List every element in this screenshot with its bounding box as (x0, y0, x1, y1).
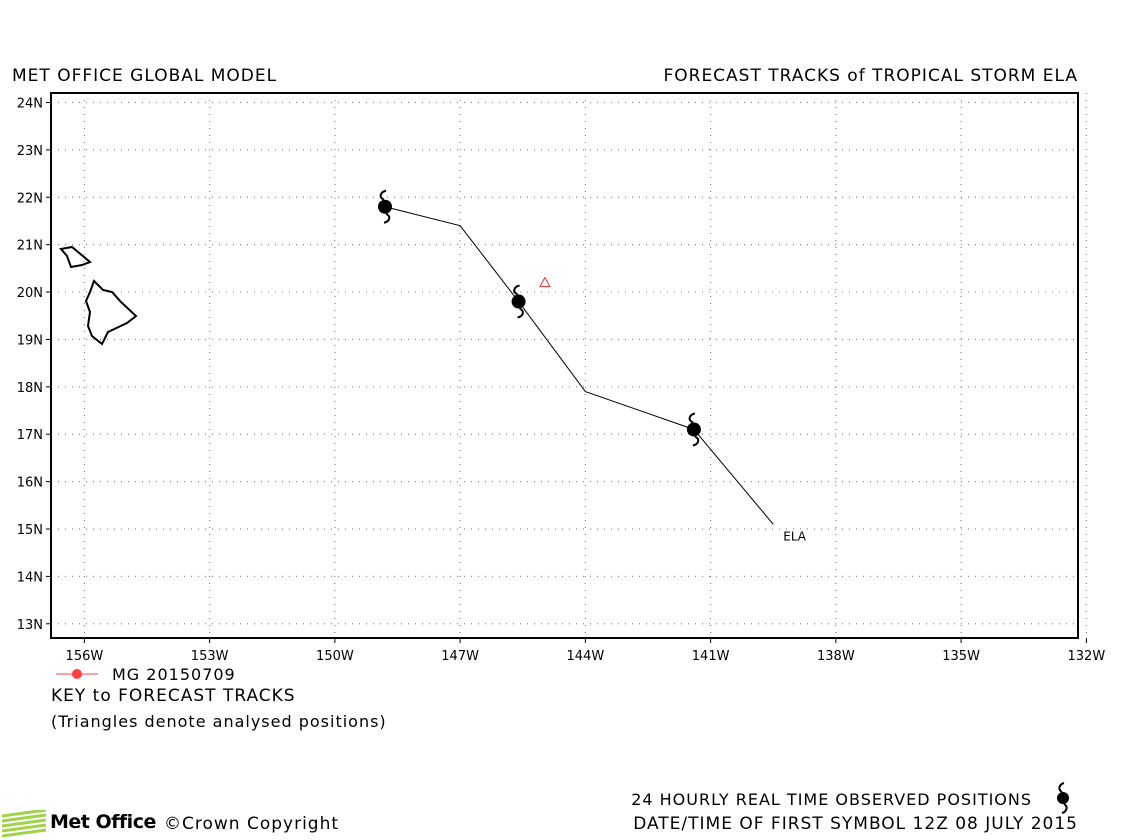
analysed-position-triangle (539, 276, 551, 288)
legend-line-sample (56, 669, 98, 679)
y-tick-label: 13N (17, 618, 43, 633)
legend-note: (Triangles denote analysed positions) (51, 712, 387, 731)
x-tick-label: 144W (567, 649, 605, 660)
x-tick-label: 156W (66, 649, 104, 660)
met-office-logo-text: Met Office (50, 811, 156, 833)
y-tick-label: 19N (17, 333, 43, 348)
grid-lines (51, 93, 1087, 638)
chart-title-left: MET OFFICE GLOBAL MODEL (12, 66, 278, 86)
map-frame (50, 92, 1079, 639)
met-office-logo-icon (2, 810, 47, 838)
y-tick-label: 21N (17, 239, 43, 254)
y-tick-label: 20N (17, 286, 43, 301)
storm-label: ELA (783, 529, 807, 543)
observed-positions-label: 24 HOURLY REAL TIME OBSERVED POSITIONS (631, 790, 1032, 809)
y-tick-label: 17N (17, 428, 43, 443)
copyright-notice: ©Crown Copyright (164, 814, 340, 834)
hawaii-islands (59, 245, 138, 346)
x-tick-label: 147W (441, 649, 479, 660)
legend-key-label: KEY to FORECAST TRACKS (51, 686, 296, 706)
legend-run-label: MG 20150709 (112, 665, 236, 684)
x-tick-label: 153W (191, 649, 229, 660)
y-tick-label: 23N (17, 144, 43, 159)
forecast-track-line (384, 206, 774, 525)
x-tick-label: 132W (1068, 649, 1106, 660)
x-axis-ticks: 156W 153W 150W 147W 144W 141W 138W 135W 132W (66, 638, 1106, 660)
y-tick-label: 18N (17, 381, 43, 396)
track-map: 156W 153W 150W 147W 144W 141W 138W 135W 132W 24N… (17, 92, 1106, 660)
maui-island (59, 245, 92, 269)
y-axis-ticks: 24N 23N 22N 21N 20N 19N 18N 17N 16N 15N 14N 13N (17, 96, 51, 633)
storm-symbol-icon (511, 284, 526, 319)
x-tick-label: 135W (942, 649, 980, 660)
storm-symbol-icon (686, 412, 701, 447)
y-tick-label: 16N (17, 476, 43, 491)
y-tick-label: 24N (17, 96, 43, 111)
y-tick-label: 22N (17, 191, 43, 206)
storm-symbol-icon (377, 189, 392, 224)
forecast-tracks (384, 206, 774, 525)
x-tick-label: 150W (316, 649, 354, 660)
storm-symbols (377, 189, 701, 447)
analysed-positions (539, 276, 551, 288)
y-tick-label: 14N (17, 570, 43, 585)
big-island (84, 279, 138, 346)
y-tick-label: 15N (17, 523, 43, 538)
x-tick-label: 138W (817, 649, 855, 660)
hurricane-icon (1057, 782, 1069, 814)
first-symbol-date: DATE/TIME OF FIRST SYMBOL 12Z 08 JULY 20… (633, 814, 1078, 834)
x-tick-label: 141W (692, 649, 730, 660)
chart-title-right: FORECAST TRACKS of TROPICAL STORM ELA (663, 66, 1078, 86)
